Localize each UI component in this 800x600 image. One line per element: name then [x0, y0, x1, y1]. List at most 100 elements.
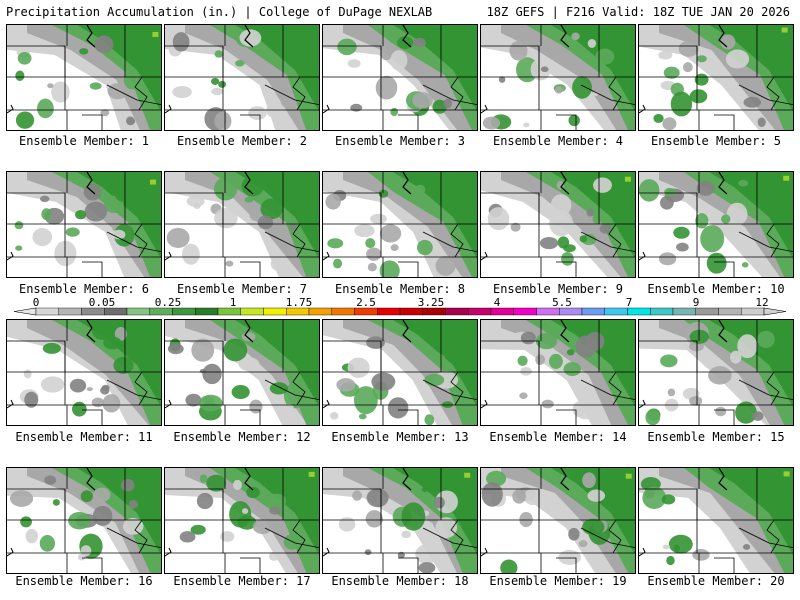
colorbar-tick-label: 1.75 — [285, 296, 313, 309]
precip-blob — [725, 49, 750, 69]
ensemble-member-map — [164, 171, 320, 278]
ensemble-member-map — [6, 319, 162, 426]
precip-blob — [512, 488, 527, 504]
precip-blob — [554, 342, 563, 352]
precip-blob — [433, 496, 445, 509]
precip-blob — [500, 559, 518, 573]
ensemble-member-caption: Ensemble Member: 8 — [334, 282, 466, 296]
precip-blob — [592, 214, 602, 224]
precip-blob — [645, 409, 661, 425]
precip-blob — [39, 535, 56, 552]
precip-blob — [266, 104, 281, 118]
precip-blob — [86, 387, 93, 392]
ensemble-member-map — [638, 24, 794, 131]
precip-blob — [233, 479, 243, 490]
colorbar-tick-label: 5.5 — [552, 296, 572, 309]
state-boundaries — [165, 468, 319, 573]
precip-blob — [241, 508, 249, 514]
precip-blob — [572, 76, 592, 99]
precip-blob — [741, 262, 749, 268]
precip-blob — [370, 213, 387, 224]
precip-blob — [79, 48, 89, 55]
precip-blob — [337, 38, 357, 56]
precip-blob — [40, 376, 65, 393]
precip-shade-darkgreen — [709, 468, 793, 555]
ensemble-member-map — [480, 24, 636, 131]
precip-blob — [692, 549, 710, 561]
precip-blob — [47, 83, 54, 89]
precip-blob — [653, 113, 664, 123]
colorbar-bin — [286, 307, 310, 316]
precip-blob — [379, 260, 400, 277]
precip-blob — [517, 355, 528, 366]
precip-blob — [380, 48, 393, 61]
precip-blob — [15, 111, 35, 129]
precip-blob — [241, 332, 256, 342]
precip-blob — [167, 343, 184, 355]
ensemble-member-caption: Ensemble Member: 7 — [176, 282, 308, 296]
precip-shade-darkgreen — [709, 25, 793, 112]
precip-blob — [566, 349, 575, 356]
precip-blob — [751, 411, 764, 421]
colorbar-bin — [81, 307, 105, 316]
precip-blob — [350, 103, 363, 112]
precip-shade-darkgreen — [77, 320, 161, 407]
precip-blob — [69, 378, 87, 393]
precip-blob — [214, 111, 232, 130]
precip-map — [165, 172, 319, 277]
precip-blob — [39, 195, 50, 203]
colorbar-bin — [718, 307, 742, 316]
precip-blob — [549, 353, 563, 369]
state-boundaries — [323, 320, 477, 425]
precip-blob — [510, 222, 521, 232]
precip-blob — [128, 499, 139, 509]
colorbar-bin — [468, 307, 492, 316]
state-boundaries — [165, 172, 319, 277]
precip-blob — [24, 391, 39, 408]
precip-blob — [166, 227, 190, 248]
ensemble-member-caption: Ensemble Member: 12 — [173, 430, 311, 444]
heavy-precip-spot — [152, 31, 159, 37]
precip-blob — [283, 187, 304, 203]
colorbar-tick-label: 0.05 — [88, 296, 116, 309]
precip-blob — [415, 544, 439, 565]
precip-map — [7, 172, 161, 277]
colorbar-bin — [490, 307, 514, 316]
precip-blob — [535, 354, 546, 366]
ensemble-member-caption: Ensemble Member: 14 — [489, 430, 627, 444]
state-boundaries — [639, 320, 793, 425]
precip-blob — [235, 60, 245, 67]
state-boundaries — [481, 172, 635, 277]
precip-blob — [358, 413, 367, 420]
ensemble-member-caption: Ensemble Member: 2 — [176, 134, 308, 148]
colorbar-bin — [445, 307, 469, 316]
ensemble-member-caption: Ensemble Member: 16 — [15, 574, 153, 588]
precip-blob — [172, 32, 190, 52]
precip-blob — [426, 80, 436, 89]
colorbar-bin — [35, 307, 59, 316]
state-boundaries — [481, 25, 635, 130]
precip-map — [323, 320, 477, 425]
precip-blob — [347, 357, 370, 378]
state-boundaries — [481, 320, 635, 425]
precip-blob — [100, 386, 110, 395]
precip-blob — [122, 518, 144, 535]
precip-blob — [412, 92, 433, 109]
precip-blob — [41, 208, 52, 221]
precip-blob — [387, 397, 409, 419]
ensemble-member-caption: Ensemble Member: 15 — [647, 430, 785, 444]
precip-blob — [51, 81, 70, 103]
precip-blob — [557, 236, 570, 249]
state-boundaries — [323, 172, 477, 277]
ensemble-member-caption: Ensemble Member: 3 — [334, 134, 466, 148]
precip-blob — [80, 545, 92, 557]
state-boundaries — [323, 25, 477, 130]
heavy-precip-spot — [783, 471, 790, 477]
precip-blob — [587, 489, 606, 502]
precip-blob — [17, 51, 32, 65]
precip-blob — [715, 406, 727, 417]
precip-blob — [353, 386, 378, 415]
precip-blob — [375, 75, 398, 100]
colorbar-bin — [559, 307, 583, 316]
heavy-precip-spot — [149, 179, 156, 185]
